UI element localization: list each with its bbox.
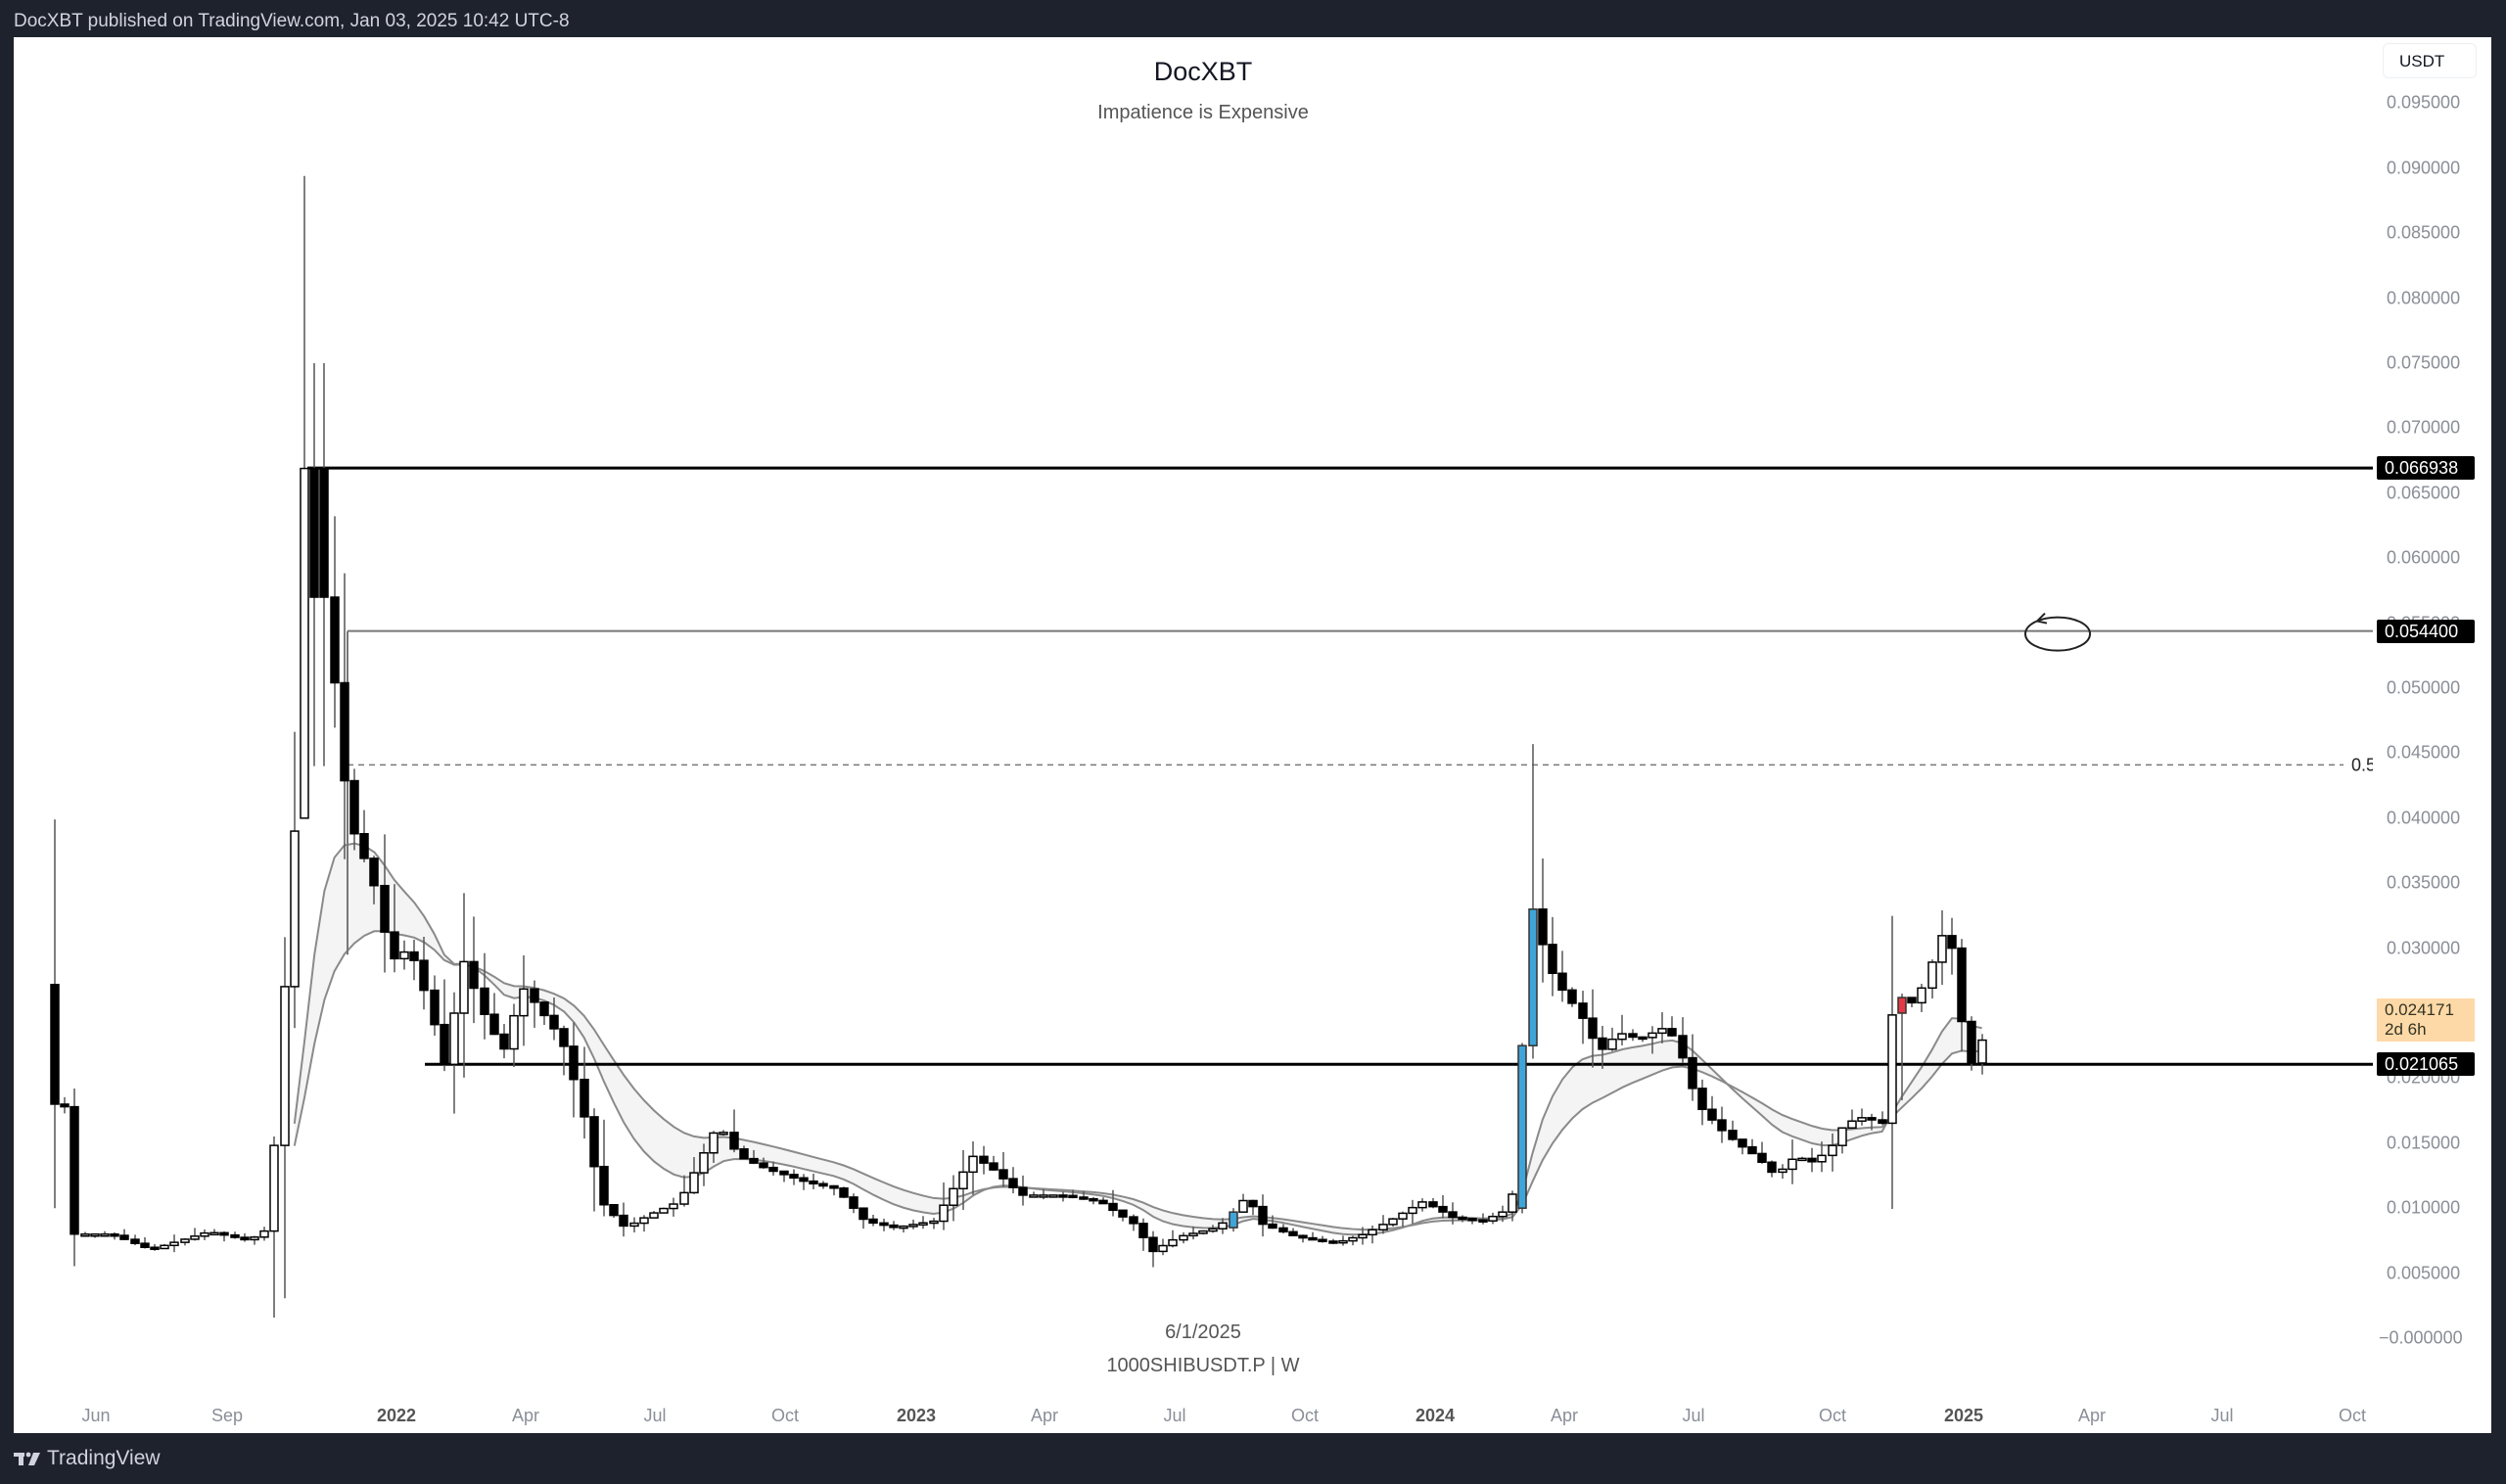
- price-tick: 0.010000: [2387, 1197, 2461, 1218]
- tradingview-icon: [14, 1452, 40, 1465]
- price-tick: 0.060000: [2387, 547, 2461, 568]
- price-tick: 0.035000: [2387, 872, 2461, 893]
- price-tick: 0.050000: [2387, 677, 2461, 698]
- price-tick: 0.090000: [2387, 158, 2461, 178]
- chart-panel[interactable]: DocXBT Impatience is Expensive 6/1/2025 …: [14, 37, 2491, 1433]
- time-tick: Oct: [1818, 1406, 1847, 1425]
- time-tick: Apr: [1550, 1406, 1579, 1425]
- level-label-top: 0.066938: [2377, 456, 2475, 481]
- price-tick: 0.040000: [2387, 808, 2461, 828]
- time-tick: Jul: [643, 1406, 667, 1425]
- time-tick: Jun: [81, 1406, 111, 1425]
- circle-annotation: [2024, 616, 2091, 652]
- arrow-annotation: [2034, 612, 2048, 625]
- time-tick: Apr: [511, 1406, 540, 1425]
- price-tick: 0.015000: [2387, 1133, 2461, 1153]
- time-tick: 2022: [376, 1406, 417, 1425]
- time-tick: Apr: [1030, 1406, 1059, 1425]
- price-tick: 0.070000: [2387, 417, 2461, 438]
- price-tick: 0.005000: [2387, 1263, 2461, 1283]
- price-tick: 0.095000: [2387, 92, 2461, 113]
- chart-subtitle: Impatience is Expensive: [1097, 102, 1309, 123]
- price-tick: 0.065000: [2387, 483, 2461, 503]
- time-tick: Oct: [770, 1406, 800, 1425]
- watermark-symbol: 1000SHIBUSDT.P | W: [1106, 1355, 1300, 1376]
- fib-level-label: 0.5: [2351, 755, 2373, 774]
- candlestick-plot[interactable]: 0.5: [14, 37, 2373, 1433]
- time-tick: Sep: [210, 1406, 244, 1425]
- time-tick: 2023: [896, 1406, 937, 1425]
- price-tick: −0.000000: [2379, 1327, 2463, 1348]
- last-price-value: 0.024171: [2385, 1000, 2454, 1019]
- time-tick: Apr: [2077, 1406, 2107, 1425]
- time-tick: 2024: [1415, 1406, 1456, 1425]
- time-tick: Jul: [2210, 1406, 2234, 1425]
- price-tick: 0.080000: [2387, 288, 2461, 308]
- price-tick: 0.085000: [2387, 222, 2461, 243]
- price-tick: 0.075000: [2387, 352, 2461, 373]
- currency-button[interactable]: USDT: [2383, 43, 2477, 78]
- footer-bar: TradingView: [0, 1435, 2506, 1484]
- price-tick: 0.045000: [2387, 742, 2461, 763]
- tradingview-logo[interactable]: TradingView: [14, 1447, 161, 1470]
- time-tick: Jul: [1163, 1406, 1186, 1425]
- time-tick: Oct: [2338, 1406, 2367, 1425]
- time-tick: Jul: [1682, 1406, 1705, 1425]
- published-header: DocXBT published on TradingView.com, Jan…: [14, 11, 570, 31]
- time-tick: 2025: [1943, 1406, 1984, 1425]
- price-tick: 0.030000: [2387, 938, 2461, 958]
- chart-title: DocXBT: [1153, 57, 1253, 86]
- level-label-support: 0.021065: [2377, 1052, 2475, 1077]
- last-price-label: 0.024171 2d 6h: [2377, 998, 2475, 1042]
- time-tick: Oct: [1290, 1406, 1320, 1425]
- tradingview-brand: TradingView: [47, 1447, 161, 1469]
- watermark-date: 6/1/2025: [1165, 1322, 1241, 1343]
- bar-countdown: 2d 6h: [2385, 1020, 2427, 1039]
- level-label-mid: 0.054400: [2377, 619, 2475, 643]
